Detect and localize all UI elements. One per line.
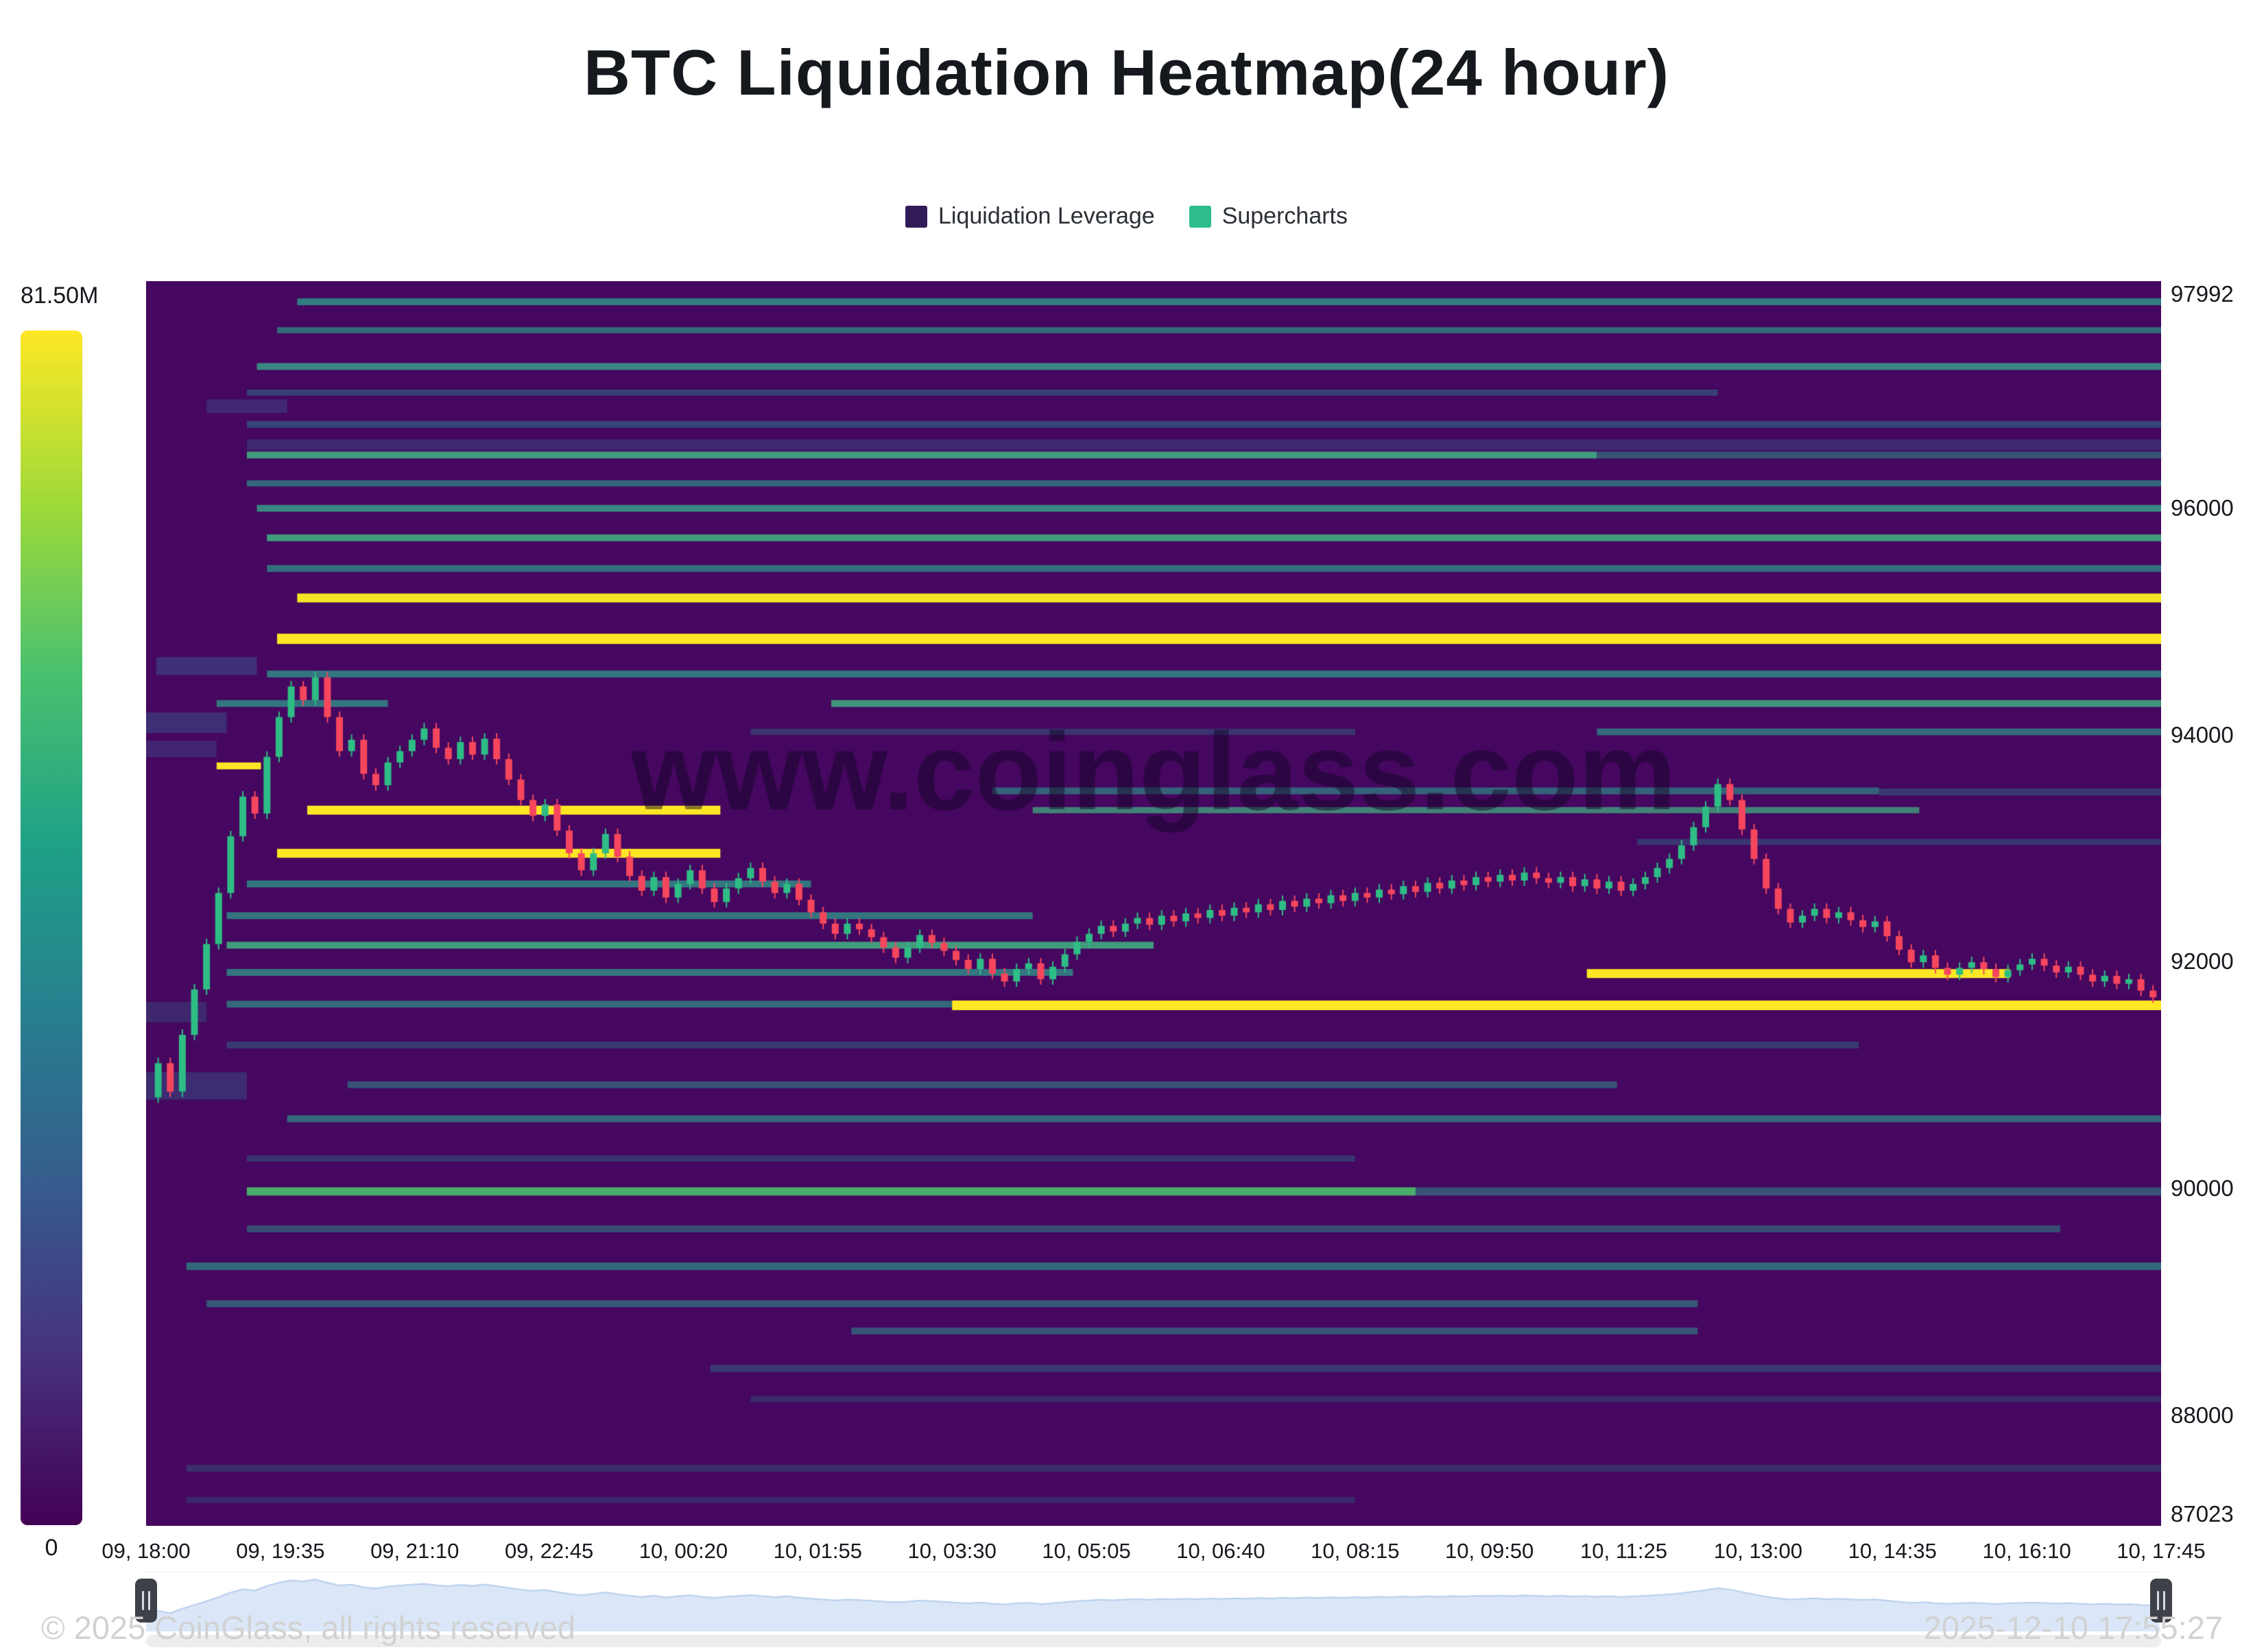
navigator-handle-right[interactable] (2150, 1579, 2172, 1623)
heatmap-plot[interactable] (146, 281, 2161, 1526)
navigator-canvas[interactable] (146, 1572, 2161, 1631)
legend-item-liquidation-leverage[interactable]: Liquidation Leverage (905, 203, 1155, 230)
x-tick-label: 10, 17:45 (2117, 1539, 2206, 1563)
y-axis: 97992 96000 94000 92000 90000 88000 87023 (2171, 281, 2252, 1527)
legend-label: Supercharts (1221, 203, 1348, 229)
heatmap-canvas[interactable] (146, 281, 2161, 1526)
x-tick-label: 10, 06:40 (1176, 1539, 1265, 1563)
colorbar-max-label: 81.50M (21, 283, 99, 309)
x-tick-label: 10, 08:15 (1311, 1539, 1400, 1563)
y-tick-label: 92000 (2171, 948, 2234, 974)
x-tick-label: 09, 19:35 (236, 1539, 325, 1563)
colorbar-min-label: 0 (45, 1535, 58, 1561)
x-tick-label: 10, 09:50 (1445, 1539, 1534, 1563)
y-tick-label: 90000 (2171, 1175, 2234, 1201)
navigator-handle-left[interactable] (135, 1579, 157, 1623)
legend-label: Liquidation Leverage (938, 203, 1155, 229)
timestamp-text: 2025-12-10 17:55:27 (1923, 1609, 2223, 1646)
page-title: BTC Liquidation Heatmap(24 hour) (584, 36, 1669, 108)
x-tick-label: 09, 21:10 (370, 1539, 460, 1563)
y-tick-label: 97992 (2171, 281, 2234, 307)
legend-item-supercharts[interactable]: Supercharts (1189, 203, 1348, 230)
liquidation-leverage-swatch-icon (905, 205, 927, 228)
y-tick-label: 88000 (2171, 1402, 2234, 1428)
x-tick-label: 10, 16:10 (1982, 1539, 2071, 1563)
x-tick-label: 09, 22:45 (504, 1539, 594, 1563)
x-tick-label: 10, 11:25 (1580, 1539, 1668, 1563)
y-tick-label: 94000 (2171, 721, 2234, 747)
y-tick-label: 87023 (2171, 1501, 2234, 1527)
x-axis: 09, 18:00 09, 19:35 09, 21:10 09, 22:45 10, … (102, 1539, 2205, 1570)
x-tick-label: 10, 01:55 (773, 1539, 862, 1563)
copyright-text: © 2025 CoinGlass, all rights reserved (41, 1609, 576, 1646)
colorbar-gradient (21, 331, 82, 1525)
y-tick-label: 96000 (2171, 494, 2234, 520)
navigator-scroll-track[interactable] (146, 1635, 2161, 1647)
x-tick-label: 10, 00:20 (639, 1539, 728, 1563)
x-tick-label: 10, 03:30 (907, 1539, 997, 1563)
x-tick-label: 09, 18:00 (102, 1539, 191, 1563)
supercharts-swatch-icon (1189, 205, 1211, 228)
x-tick-label: 10, 14:35 (1848, 1539, 1937, 1563)
x-tick-label: 10, 05:05 (1042, 1539, 1131, 1563)
x-tick-label: 10, 13:00 (1713, 1539, 1803, 1563)
legend: Liquidation Leverage Supercharts (0, 203, 2253, 230)
